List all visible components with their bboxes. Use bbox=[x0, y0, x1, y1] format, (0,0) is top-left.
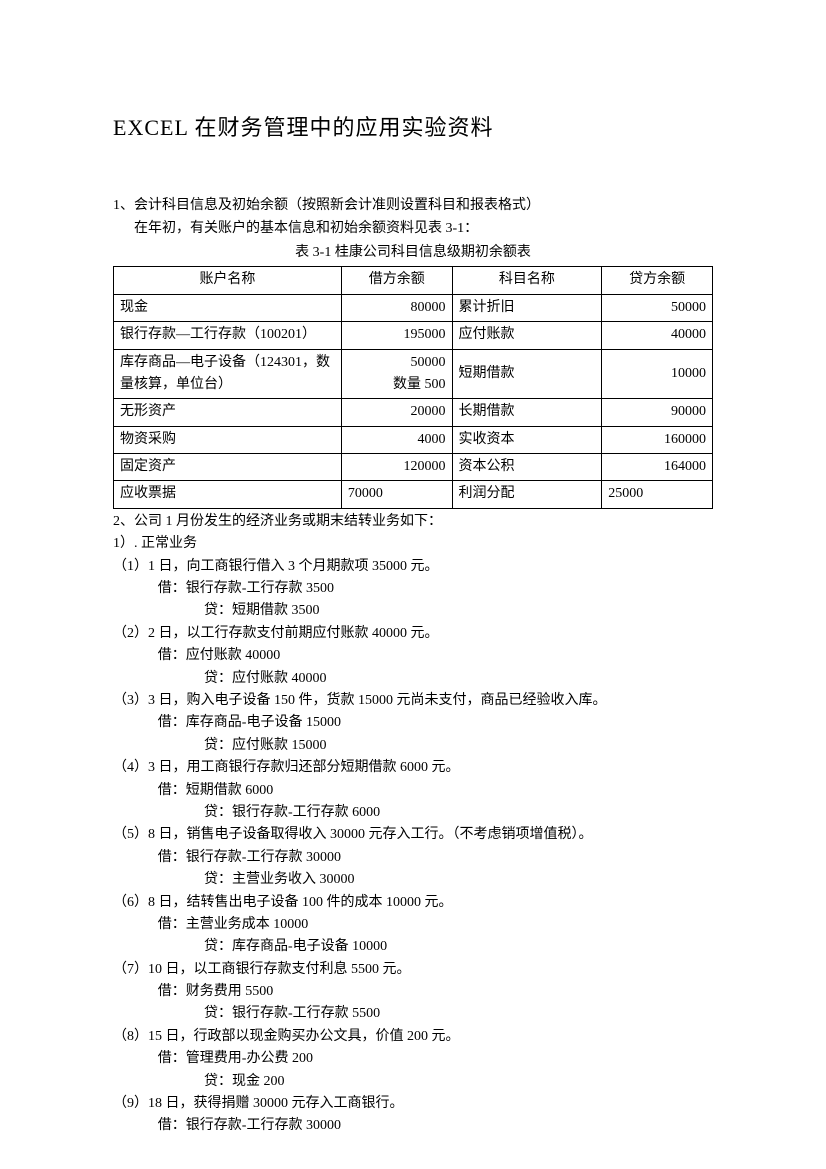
table-row: 应收票据 70000 利润分配 25000 bbox=[114, 481, 713, 508]
entry-head: （2）2 日，以工行存款支付前期应付账款 40000 元。 bbox=[113, 623, 713, 645]
entry-head: （7）10 日，以工商银行存款支付利息 5500 元。 bbox=[113, 959, 713, 981]
table-header-row: 账户名称 借方余额 科目名称 贷方余额 bbox=[114, 267, 713, 294]
entry-debit: 借：银行存款-工行存款 30000 bbox=[113, 1115, 713, 1137]
cell: 195000 bbox=[341, 322, 452, 349]
entry-debit: 借：短期借款 6000 bbox=[113, 780, 713, 802]
entry: （3）3 日，购入电子设备 150 件，货款 15000 元尚未支付，商品已经验… bbox=[113, 690, 713, 757]
page-title: EXCEL 在财务管理中的应用实验资料 bbox=[113, 110, 713, 145]
entry-debit: 借：财务费用 5500 bbox=[113, 981, 713, 1003]
balance-table: 账户名称 借方余额 科目名称 贷方余额 现金 80000 累计折旧 50000 … bbox=[113, 266, 713, 509]
entry: （7）10 日，以工商银行存款支付利息 5500 元。 借：财务费用 5500 … bbox=[113, 959, 713, 1026]
cell: 10000 bbox=[602, 349, 713, 399]
entry-debit: 借：银行存款-工行存款 3500 bbox=[113, 578, 713, 600]
entry: （5）8 日，销售电子设备取得收入 30000 元存入工行。（不考虑销项增值税）… bbox=[113, 824, 713, 891]
cell: 短期借款 bbox=[452, 349, 602, 399]
cell: 利润分配 bbox=[452, 481, 602, 508]
entry-debit: 借：主营业务成本 10000 bbox=[113, 914, 713, 936]
table-row: 物资采购 4000 实收资本 160000 bbox=[114, 426, 713, 453]
cell: 银行存款—工行存款（100201） bbox=[114, 322, 342, 349]
table-row: 库存商品—电子设备（124301，数量核算，单位台） 50000 数量 500 … bbox=[114, 349, 713, 399]
entry-debit: 借：库存商品-电子设备 15000 bbox=[113, 712, 713, 734]
cell: 无形资产 bbox=[114, 399, 342, 426]
intro-line1: 1、会计科目信息及初始余额（按照新会计准则设置科目和报表格式） bbox=[113, 195, 713, 217]
entry-credit: 贷：应付账款 15000 bbox=[113, 735, 713, 757]
cell: 40000 bbox=[602, 322, 713, 349]
cell: 50000 bbox=[602, 294, 713, 321]
cell: 120000 bbox=[341, 454, 452, 481]
entry-credit: 贷：银行存款-工行存款 5500 bbox=[113, 1003, 713, 1025]
cell: 90000 bbox=[602, 399, 713, 426]
entry-credit: 贷：短期借款 3500 bbox=[113, 600, 713, 622]
entry: （9）18 日，获得捐赠 30000 元存入工商银行。 借：银行存款-工行存款 … bbox=[113, 1093, 713, 1138]
entry-debit: 借：管理费用-办公费 200 bbox=[113, 1048, 713, 1070]
entry: （8）15 日，行政部以现金购买办公文具，价值 200 元。 借：管理费用-办公… bbox=[113, 1026, 713, 1093]
entry-head: （1）1 日，向工商银行借入 3 个月期款项 35000 元。 bbox=[113, 556, 713, 578]
intro-line2: 在年初，有关账户的基本信息和初始余额资料见表 3-1： bbox=[113, 218, 713, 240]
entry-credit: 贷：银行存款-工行存款 6000 bbox=[113, 802, 713, 824]
cell: 实收资本 bbox=[452, 426, 602, 453]
cell: 现金 bbox=[114, 294, 342, 321]
entry: （1）1 日，向工商银行借入 3 个月期款项 35000 元。 借：银行存款-工… bbox=[113, 556, 713, 623]
section2-sub: 1）. 正常业务 bbox=[113, 533, 713, 555]
entry-credit: 贷：现金 200 bbox=[113, 1071, 713, 1093]
table-row: 银行存款—工行存款（100201） 195000 应付账款 40000 bbox=[114, 322, 713, 349]
cell: 80000 bbox=[341, 294, 452, 321]
entry: （4）3 日，用工商银行存款归还部分短期借款 6000 元。 借：短期借款 60… bbox=[113, 757, 713, 824]
entry-head: （4）3 日，用工商银行存款归还部分短期借款 6000 元。 bbox=[113, 757, 713, 779]
table-caption: 表 3-1 桂康公司科目信息级期初余额表 bbox=[113, 242, 713, 264]
entry: （6）8 日，结转售出电子设备 100 件的成本 10000 元。 借：主营业务… bbox=[113, 892, 713, 959]
cell: 4000 bbox=[341, 426, 452, 453]
cell: 20000 bbox=[341, 399, 452, 426]
entry: （2）2 日，以工行存款支付前期应付账款 40000 元。 借：应付账款 400… bbox=[113, 623, 713, 690]
entry-debit: 借：银行存款-工行存款 30000 bbox=[113, 847, 713, 869]
entry-head: （6）8 日，结转售出电子设备 100 件的成本 10000 元。 bbox=[113, 892, 713, 914]
table-row: 现金 80000 累计折旧 50000 bbox=[114, 294, 713, 321]
entry-head: （9）18 日，获得捐赠 30000 元存入工商银行。 bbox=[113, 1093, 713, 1115]
cell: 160000 bbox=[602, 426, 713, 453]
entry-debit: 借：应付账款 40000 bbox=[113, 645, 713, 667]
entry-head: （3）3 日，购入电子设备 150 件，货款 15000 元尚未支付，商品已经验… bbox=[113, 690, 713, 712]
table-row: 无形资产 20000 长期借款 90000 bbox=[114, 399, 713, 426]
cell: 物资采购 bbox=[114, 426, 342, 453]
cell: 累计折旧 bbox=[452, 294, 602, 321]
cell: 164000 bbox=[602, 454, 713, 481]
th-account: 账户名称 bbox=[114, 267, 342, 294]
entry-head: （8）15 日，行政部以现金购买办公文具，价值 200 元。 bbox=[113, 1026, 713, 1048]
entry-credit: 贷：库存商品-电子设备 10000 bbox=[113, 936, 713, 958]
cell: 长期借款 bbox=[452, 399, 602, 426]
th-debit: 借方余额 bbox=[341, 267, 452, 294]
cell: 应收票据 bbox=[114, 481, 342, 508]
cell: 库存商品—电子设备（124301，数量核算，单位台） bbox=[114, 349, 342, 399]
cell: 50000 数量 500 bbox=[341, 349, 452, 399]
cell: 资本公积 bbox=[452, 454, 602, 481]
th-subject: 科目名称 bbox=[452, 267, 602, 294]
entry-head: （5）8 日，销售电子设备取得收入 30000 元存入工行。（不考虑销项增值税）… bbox=[113, 824, 713, 846]
cell: 25000 bbox=[602, 481, 713, 508]
entry-credit: 贷：主营业务收入 30000 bbox=[113, 869, 713, 891]
cell: 应付账款 bbox=[452, 322, 602, 349]
th-credit: 贷方余额 bbox=[602, 267, 713, 294]
cell: 70000 bbox=[341, 481, 452, 508]
entry-credit: 贷：应付账款 40000 bbox=[113, 668, 713, 690]
section2-heading: 2、公司 1 月份发生的经济业务或期末结转业务如下： bbox=[113, 511, 713, 533]
table-row: 固定资产 120000 资本公积 164000 bbox=[114, 454, 713, 481]
cell: 固定资产 bbox=[114, 454, 342, 481]
